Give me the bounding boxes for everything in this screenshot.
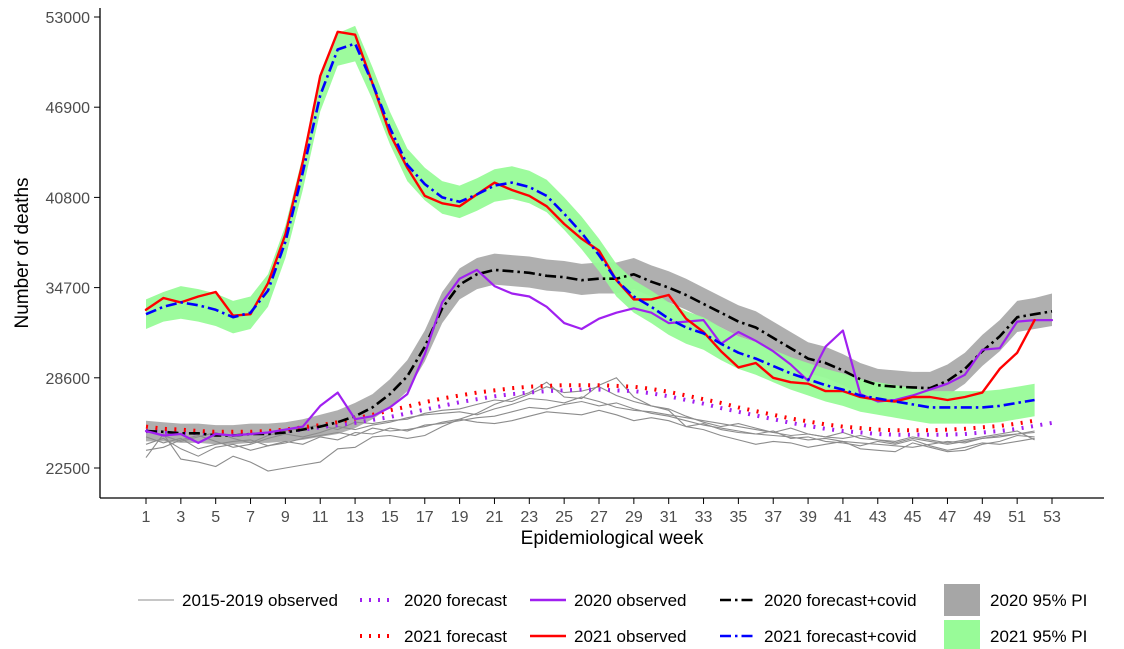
forecast-covid-2020-series	[145, 268, 1053, 437]
legend-label-historical: 2015-2019 observed	[182, 591, 338, 610]
x-tick-label: 7	[246, 509, 255, 526]
x-tick-label: 27	[590, 509, 608, 526]
x-tick-label: 5	[211, 509, 220, 526]
y-tick-label: 53000	[46, 10, 91, 27]
x-tick-label: 51	[1008, 509, 1026, 526]
legend-label-forecast-2021: 2021 forecast	[404, 627, 507, 646]
x-tick-label: 13	[346, 509, 364, 526]
legend-label-covid-2021: 2021 forecast+covid	[764, 627, 917, 646]
legend-label-observed-2021: 2021 observed	[574, 627, 686, 646]
historical-series-5	[145, 396, 1035, 451]
x-tick-label: 47	[939, 509, 957, 526]
historical-series-2	[145, 377, 1035, 472]
y-tick-label: 28600	[46, 371, 91, 388]
y-tick-label: 40800	[46, 190, 91, 207]
x-tick-label: 11	[312, 509, 329, 526]
legend-label-pi-2020: 2020 95% PI	[990, 591, 1087, 610]
forecast-2020-series	[145, 387, 1053, 437]
x-tick-label: 43	[869, 509, 887, 526]
y-tick-label: 34700	[46, 281, 91, 298]
legend-key-pi-2020	[944, 584, 980, 616]
y-axis-ticks: 22500 28600 34700 40800 46900 53000	[46, 10, 100, 478]
x-tick-label: 45	[904, 509, 922, 526]
x-tick-label: 35	[729, 509, 747, 526]
x-tick-label: 39	[799, 509, 817, 526]
historical-series-4	[145, 400, 1035, 450]
x-tick-label: 33	[695, 509, 713, 526]
x-axis-ticks: 1 3 5 7 9 11 13 15 17 19 21 23 25 27 29 31 33 35 37 39 41 43 4…	[142, 498, 1061, 526]
prediction-interval-bands	[146, 25, 1052, 445]
x-tick-label: 1	[142, 509, 151, 526]
x-tick-label: 49	[973, 509, 991, 526]
x-tick-label: 21	[486, 509, 504, 526]
y-tick-label: 46900	[46, 100, 91, 117]
pi-2020-band	[146, 253, 1052, 445]
legend-label-pi-2021: 2021 95% PI	[990, 627, 1087, 646]
x-tick-label: 53	[1043, 509, 1061, 526]
axes	[99, 8, 1104, 499]
x-tick-label: 23	[520, 509, 538, 526]
x-tick-label: 31	[660, 509, 678, 526]
observed-2020-series	[144, 268, 1054, 444]
x-tick-label: 3	[176, 509, 185, 526]
x-tick-label: 25	[555, 509, 573, 526]
series-lines	[144, 30, 1054, 472]
legend-label-covid-2020: 2020 forecast+covid	[764, 591, 917, 610]
legend-label-forecast-2020: 2020 forecast	[404, 591, 507, 610]
y-axis-title: Number of deaths	[12, 177, 33, 328]
x-tick-label: 29	[625, 509, 643, 526]
x-tick-label: 37	[764, 509, 782, 526]
legend-key-pi-2021	[944, 620, 980, 649]
y-tick-label: 22500	[46, 461, 91, 478]
x-tick-label: 17	[416, 509, 434, 526]
x-tick-label: 19	[451, 509, 469, 526]
x-tick-label: 9	[281, 509, 290, 526]
legend: 2015-2019 observed 2020 forecast 2020 obse…	[138, 584, 1087, 649]
x-tick-label: 15	[381, 509, 399, 526]
legend-label-observed-2020: 2020 observed	[574, 591, 686, 610]
observed-2021-series	[144, 30, 1036, 403]
x-tick-label: 41	[834, 509, 852, 526]
forecast-covid-2021-series	[145, 42, 1035, 409]
x-axis-title: Epidemiological week	[521, 528, 704, 549]
historical-series-1	[145, 409, 1035, 457]
